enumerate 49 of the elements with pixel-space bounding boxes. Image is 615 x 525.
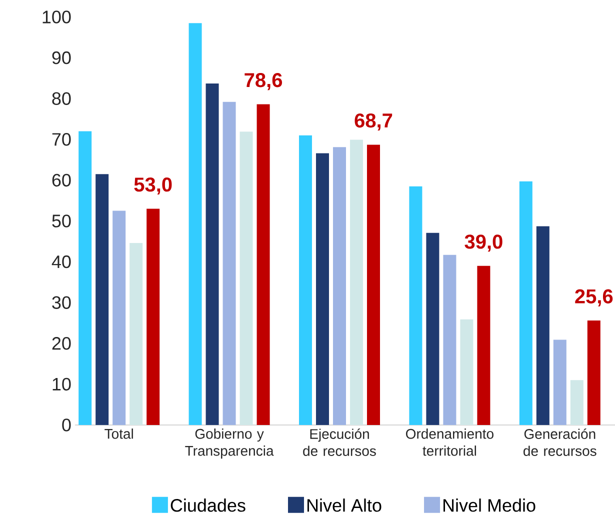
data-label: 25,6 [575, 289, 613, 306]
y-tick-label: 40 [52, 255, 71, 268]
bar [256, 104, 270, 425]
y-tick-label: 20 [52, 337, 71, 350]
x-tick-label: Generación de recursos [524, 428, 596, 456]
y-tick-label: 100 [42, 10, 71, 24]
y-tick-label: 0 [62, 418, 71, 432]
y-tick-label: 80 [52, 92, 71, 105]
y-tick-label: 70 [52, 133, 71, 146]
bar [587, 320, 600, 425]
legend-label: Nivel Alto [307, 498, 382, 512]
x-tick-label: Ordenamiento territorial [406, 428, 494, 456]
bar [298, 135, 312, 425]
bar [112, 210, 126, 425]
legend-label: Ciudades [170, 498, 246, 512]
bar [222, 102, 236, 425]
bar [146, 208, 160, 425]
bar [570, 380, 584, 425]
x-tick-label: Gobierno y Transparencia [185, 428, 274, 459]
y-tick-label: 10 [52, 378, 71, 391]
bar [316, 153, 329, 425]
bar [78, 131, 92, 425]
x-tick-label: Total [104, 428, 133, 439]
bar [188, 23, 202, 425]
bar [206, 84, 219, 425]
bar [409, 186, 422, 425]
y-tick-label: 60 [52, 174, 71, 187]
bar [332, 147, 346, 425]
bar [460, 319, 474, 425]
data-label: 53,0 [134, 178, 172, 195]
bar [519, 181, 532, 425]
bar [443, 254, 456, 425]
bar [130, 243, 143, 425]
bar [536, 226, 550, 425]
bar [553, 340, 566, 425]
bar [350, 140, 363, 425]
y-tick-label: 30 [52, 296, 71, 309]
bar [240, 132, 253, 425]
bar [477, 266, 490, 425]
data-label: 78,6 [244, 73, 282, 90]
bar [426, 232, 440, 425]
data-label: 39,0 [464, 234, 502, 252]
legend-label: Nivel Medio [443, 498, 536, 512]
bar [96, 174, 109, 425]
bar [366, 144, 380, 425]
y-tick-label: 50 [52, 214, 71, 228]
data-label: 68,7 [354, 113, 392, 130]
x-tick-label: Ejecución de recursos [303, 428, 376, 456]
y-tick-label: 90 [52, 51, 71, 64]
